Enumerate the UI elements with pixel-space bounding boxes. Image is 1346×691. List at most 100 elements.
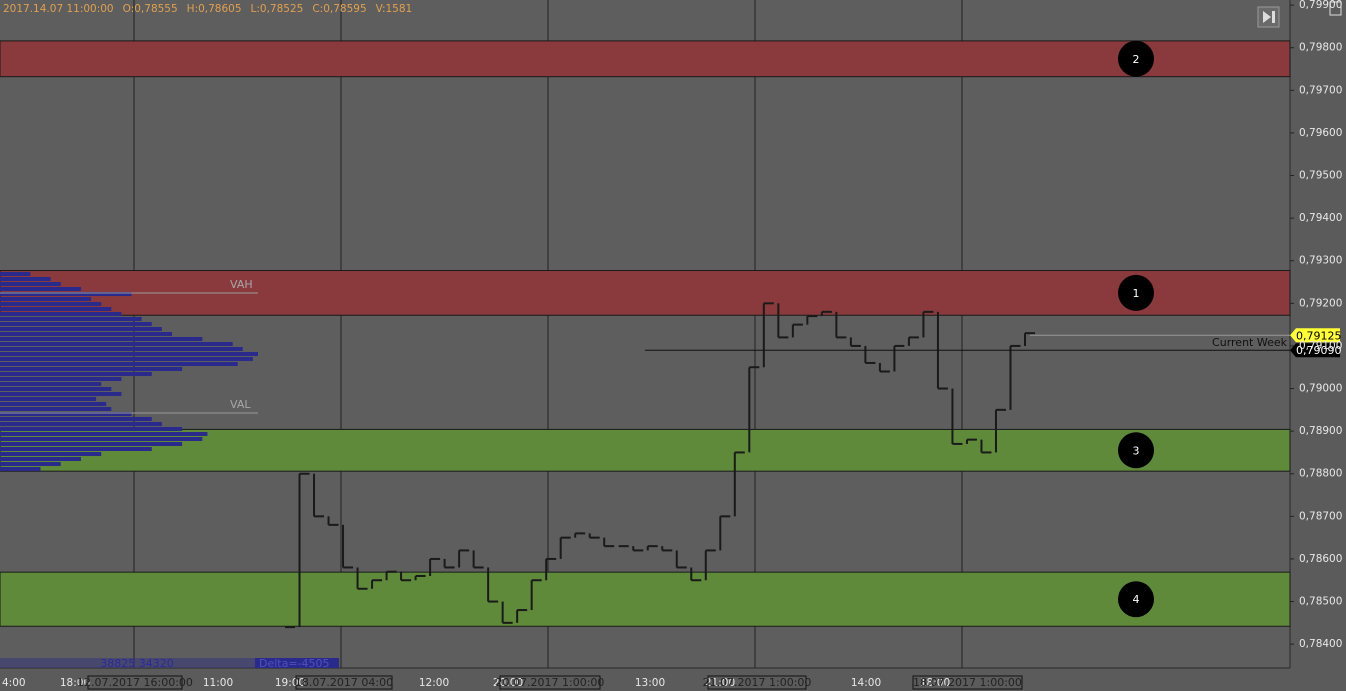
date-label: 18.07.2017 1:00:00 (913, 676, 1022, 689)
price-tick (517, 609, 528, 612)
zone-number: 2 (1133, 53, 1140, 66)
price-tag: 0,79090 (1296, 344, 1342, 357)
price-tick (343, 566, 354, 569)
price-tick (792, 323, 803, 326)
profile-bar (0, 417, 152, 421)
profile-bar (0, 427, 183, 431)
profile-bar (0, 372, 152, 376)
price-tick (952, 442, 963, 445)
profile-bar (0, 457, 81, 461)
price-tick (894, 344, 905, 347)
profile-bar (0, 437, 203, 441)
profile-bar (0, 357, 253, 361)
profile-bar (0, 292, 132, 296)
ohlc-info: V:1581 (376, 3, 413, 15)
time-label: 21:00 (705, 677, 735, 689)
profile-bar (0, 387, 112, 391)
price-tick (923, 310, 934, 313)
price-tag-bg (1290, 328, 1340, 343)
price-tick (821, 310, 832, 313)
price-tick (633, 549, 644, 552)
profile-bar (0, 442, 183, 446)
price-tick (328, 523, 339, 526)
time-label: 18:00 (920, 677, 950, 689)
nav-button[interactable] (1257, 6, 1280, 28)
profile-bar (0, 447, 152, 451)
zone-badge (1118, 274, 1154, 311)
y-tick-label: 0,79600 (1299, 127, 1342, 139)
y-tick-label: 0,79900 (1299, 0, 1342, 11)
y-tick-label: 0,79400 (1299, 212, 1342, 224)
window-button[interactable] (1329, 1, 1342, 16)
zone-number: 4 (1133, 593, 1140, 606)
price-tick (1025, 332, 1035, 335)
price-tick (879, 370, 890, 373)
time-label: 11:00 (203, 677, 233, 689)
time-label: 13:00 (635, 677, 665, 689)
zone (0, 40, 1291, 78)
zone-number: 3 (1133, 444, 1140, 457)
date-box (87, 675, 183, 690)
vah-label: VAH (230, 278, 253, 291)
price-tick (763, 302, 774, 305)
profile-bar (0, 302, 102, 306)
zone-badge (1118, 40, 1154, 77)
price-tick (749, 366, 760, 369)
price-tick (1010, 344, 1021, 347)
time-label: 18:00 (60, 677, 90, 689)
profile-bar (0, 322, 152, 326)
profile-bar (0, 362, 238, 366)
time-label: 19:00 (275, 677, 305, 689)
profile-bar (0, 342, 233, 346)
date-label: 12.07.2017 16:00:00 (77, 676, 193, 689)
profile-bar (0, 287, 81, 291)
price-tick (401, 579, 412, 582)
y-tick-label: 0,78900 (1299, 425, 1342, 437)
profile-bar (0, 377, 122, 381)
price-tick (459, 549, 470, 552)
price-tick (705, 549, 716, 552)
profile-bar (0, 407, 112, 411)
zone (0, 571, 1291, 627)
price-tick (502, 621, 513, 624)
price-tick (546, 557, 557, 560)
profile-bar (0, 467, 41, 471)
y-tick-label: 0,78600 (1299, 553, 1342, 565)
profile-bar (0, 462, 61, 466)
price-tick (850, 344, 861, 347)
ohlc-info: H:0,78605 (187, 3, 242, 15)
profile-bar (0, 347, 243, 351)
price-tick (865, 361, 876, 364)
price-tick (560, 536, 571, 539)
y-tick-label: 0,78500 (1299, 596, 1342, 608)
price-tick (589, 536, 600, 539)
profile-bar (0, 312, 122, 316)
y-tick-label: 0,79500 (1299, 170, 1342, 182)
profile-bar (0, 402, 107, 406)
profile-bar (0, 392, 122, 396)
price-tick (734, 451, 745, 454)
profile-bar (0, 332, 172, 336)
date-box (295, 675, 393, 690)
date-label: 21.07.2017 1:00:00 (703, 676, 812, 689)
price-tick (966, 438, 977, 441)
y-tick-label: 0,79200 (1299, 297, 1342, 309)
profile-totals: 38825 34320 (100, 657, 173, 670)
y-tick-label: 0,79000 (1299, 383, 1342, 395)
profile-bar (0, 307, 112, 311)
profile-bar (0, 277, 51, 281)
price-tick (299, 472, 310, 475)
profile-bar (0, 352, 258, 356)
price-tick (531, 579, 542, 582)
ohlc-info: O:0,78555 (123, 3, 178, 15)
price-tick (807, 315, 818, 318)
y-tick-label: 0,79800 (1299, 42, 1342, 54)
ohlc-info: C:0,78595 (312, 3, 366, 15)
zone-badge (1118, 432, 1154, 469)
profile-bar (0, 327, 162, 331)
date-label: 20.07.2017 1:00:00 (496, 676, 605, 689)
price-tick (575, 532, 586, 535)
price-tick (473, 566, 484, 569)
price-tick (995, 408, 1006, 411)
